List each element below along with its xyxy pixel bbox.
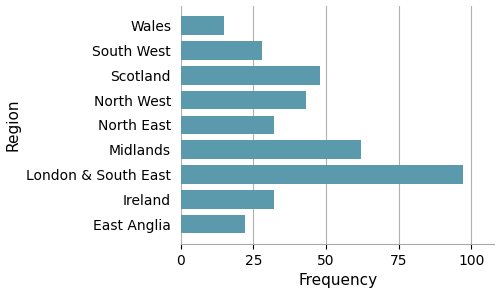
Bar (181, 16, 224, 35)
Y-axis label: Region: Region (6, 98, 20, 151)
Bar (181, 140, 361, 159)
Bar (181, 66, 320, 85)
Bar (181, 41, 262, 60)
Bar (181, 190, 274, 208)
Bar (181, 116, 274, 134)
Bar (181, 215, 244, 233)
Bar (181, 165, 462, 184)
X-axis label: Frequency: Frequency (298, 273, 377, 288)
Bar (181, 91, 306, 109)
